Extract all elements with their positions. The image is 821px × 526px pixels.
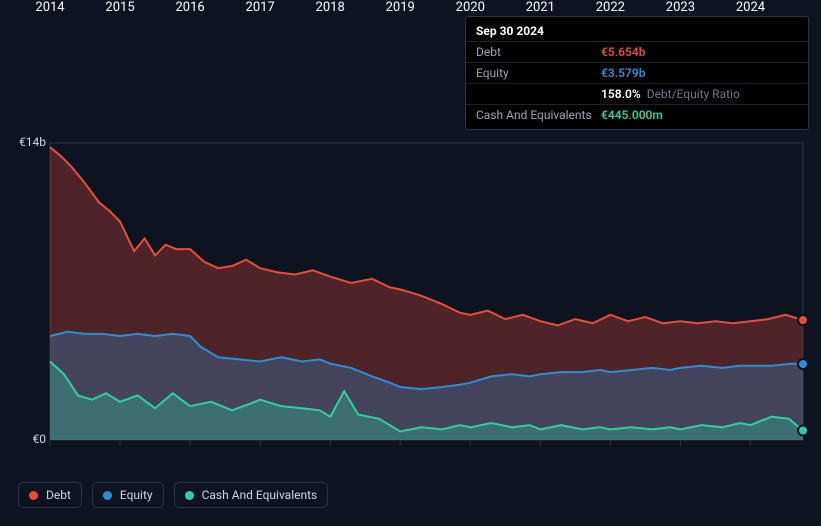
legend-color-icon bbox=[29, 491, 38, 500]
series-end-marker bbox=[798, 359, 808, 369]
series-end-marker bbox=[798, 315, 808, 325]
legend-item-debt[interactable]: Debt bbox=[18, 482, 82, 508]
series-end-marker bbox=[798, 426, 808, 436]
x-tick-label: 2023 bbox=[666, 0, 695, 15]
legend-item-cash-and-equivalents[interactable]: Cash And Equivalents bbox=[174, 482, 329, 508]
legend-label: Cash And Equivalents bbox=[202, 488, 318, 502]
x-tick-label: 2017 bbox=[246, 0, 275, 15]
chart-plot[interactable] bbox=[0, 0, 821, 526]
x-tick-label: 2015 bbox=[105, 0, 134, 15]
legend-color-icon bbox=[103, 491, 112, 500]
x-tick-label: 2024 bbox=[736, 0, 765, 15]
legend-color-icon bbox=[185, 491, 194, 500]
x-tick-label: 2021 bbox=[526, 0, 555, 15]
legend-label: Equity bbox=[120, 488, 153, 502]
x-tick-label: 2022 bbox=[596, 0, 625, 15]
legend-label: Debt bbox=[46, 488, 71, 502]
chart-container: Sep 30 2024Debt€5.654bEquity€3.579b158.0… bbox=[0, 0, 821, 526]
legend-item-equity[interactable]: Equity bbox=[92, 482, 164, 508]
chart-legend: Debt Equity Cash And Equivalents bbox=[18, 482, 328, 508]
x-tick-label: 2019 bbox=[386, 0, 415, 15]
x-tick-label: 2018 bbox=[316, 0, 345, 15]
x-tick-label: 2020 bbox=[456, 0, 485, 15]
x-tick-label: 2016 bbox=[175, 0, 204, 15]
x-tick-label: 2014 bbox=[35, 0, 64, 15]
